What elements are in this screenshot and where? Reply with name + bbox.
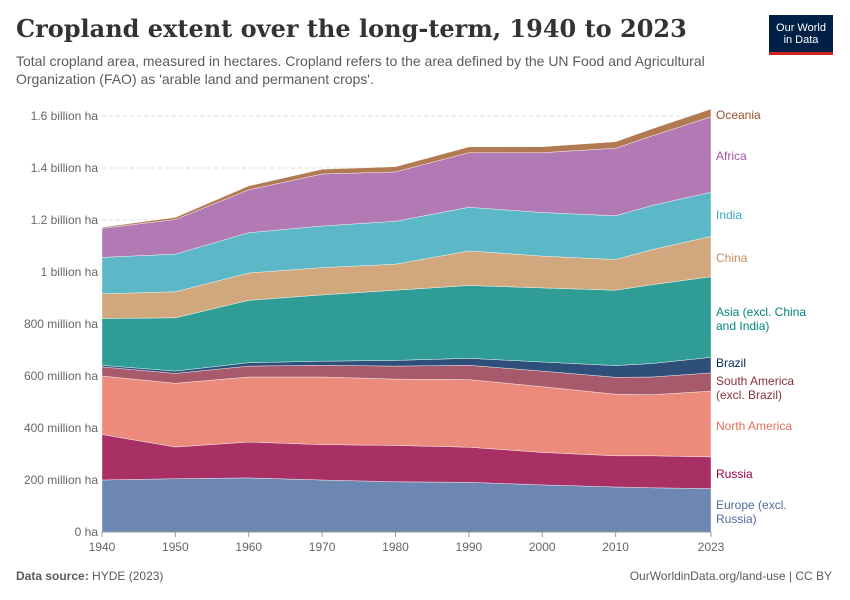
y-axis: 0 ha 200 million ha 400 million ha 600 mill… bbox=[24, 109, 98, 539]
x-tick-label: 1960 bbox=[235, 540, 262, 554]
x-tick-label: 1950 bbox=[162, 540, 189, 554]
series-label-china: China bbox=[716, 251, 748, 265]
y-tick-label: 400 million ha bbox=[24, 421, 98, 435]
x-tick-label: 1970 bbox=[309, 540, 336, 554]
data-source-value: HYDE (2023) bbox=[92, 569, 164, 583]
series-label-russia: Russia bbox=[716, 467, 753, 481]
y-tick-label: 1 billion ha bbox=[41, 265, 99, 279]
y-tick-label: 1.6 billion ha bbox=[31, 109, 99, 123]
data-source: Data source: HYDE (2023) bbox=[16, 569, 163, 583]
x-tick-label: 1940 bbox=[89, 540, 116, 554]
series-label-oceania: Oceania bbox=[716, 108, 761, 122]
x-tick-label: 2023 bbox=[698, 540, 725, 554]
footer-url[interactable]: OurWorldinData.org/land-use | CC BY bbox=[629, 569, 832, 583]
x-tick-label: 2000 bbox=[529, 540, 556, 554]
x-tick-label: 1990 bbox=[456, 540, 483, 554]
logo-line-2: in Data bbox=[783, 33, 819, 46]
y-tick-label: 200 million ha bbox=[24, 473, 98, 487]
series-label-india: India bbox=[716, 208, 742, 222]
y-tick-label: 1.2 billion ha bbox=[31, 213, 99, 227]
series-label-africa: Africa bbox=[716, 149, 747, 163]
series-label-south-america-excl-brazil: South America (excl. Brazil) bbox=[716, 374, 794, 402]
series-label-brazil: Brazil bbox=[716, 356, 746, 370]
series-labels: Europe (excl. Russia) Russia North America S… bbox=[716, 108, 806, 526]
chart-subtitle: Total cropland area, measured in hectare… bbox=[16, 53, 705, 87]
x-axis: 1940 1950 1960 1970 1980 1990 2000 2010 2023 bbox=[89, 531, 725, 554]
y-tick-label: 0 ha bbox=[75, 525, 99, 539]
x-tick-label: 2010 bbox=[602, 540, 629, 554]
area-series bbox=[101, 108, 712, 533]
series-label-asia-excl-china-and-india: Asia (excl. China and India) bbox=[716, 305, 806, 333]
logo-line-1: Our World bbox=[776, 21, 826, 34]
y-tick-label: 1.4 billion ha bbox=[31, 161, 99, 175]
chart-title: Cropland extent over the long-term, 1940… bbox=[16, 14, 687, 43]
series-label-north-america: North America bbox=[716, 419, 792, 433]
owid-logo[interactable]: Our World in Data bbox=[769, 15, 833, 55]
series-label-europe-excl-russia: Europe (excl. Russia) bbox=[716, 498, 787, 526]
y-tick-label: 600 million ha bbox=[24, 369, 98, 383]
data-source-label: Data source: bbox=[16, 569, 89, 583]
area-oceania[interactable] bbox=[101, 108, 712, 229]
y-tick-label: 800 million ha bbox=[24, 317, 98, 331]
x-tick-label: 1980 bbox=[382, 540, 409, 554]
